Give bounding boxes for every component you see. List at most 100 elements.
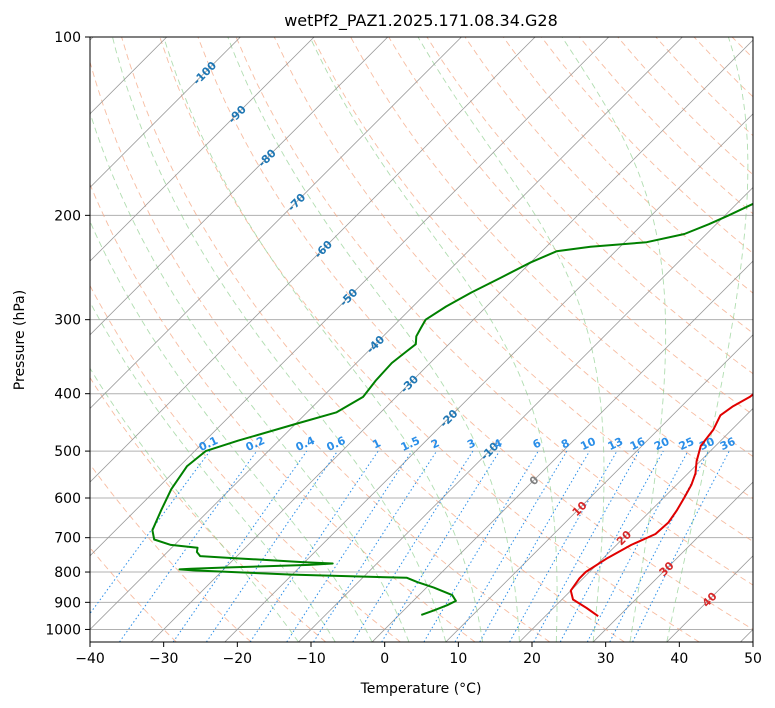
chart-title: wetPf2_PAZ1.2025.171.08.34.G28: [284, 11, 558, 31]
isotherm-line: [90, 37, 315, 262]
mixing-ratio-line: [313, 450, 438, 642]
x-tick-label: 0: [380, 651, 389, 667]
mixing-ratio-label: 30: [697, 435, 717, 453]
mixing-ratio-line: [119, 450, 258, 642]
moist-adiabat: [90, 301, 336, 642]
moist-adiabat: [561, 37, 667, 642]
mixing-ratio-label: 2: [429, 436, 441, 451]
dry-adiabat: [121, 37, 625, 642]
x-tick-label: −30: [149, 651, 179, 667]
mixing-ratio-label: 13: [606, 435, 625, 453]
dry-adiabat: [388, 37, 753, 416]
isotherm-line: [90, 37, 389, 336]
isotherm-line: [90, 37, 683, 631]
y-tick-label: 100: [54, 30, 81, 46]
isotherm-line: [740, 628, 753, 642]
y-tick-label: 200: [54, 208, 81, 224]
mixing-ratio-label: 20: [652, 435, 672, 453]
isotherm-line: [90, 37, 462, 410]
isotherm-line: [90, 37, 610, 557]
dry-adiabat: [350, 37, 753, 457]
dry-adiabat: [693, 37, 753, 98]
y-axis-title: Pressure (hPa): [12, 290, 28, 390]
moist-adiabat: [666, 37, 749, 642]
mixing-ratio-label: 36: [718, 435, 738, 453]
pressure-gridlines: [90, 37, 753, 630]
isotherm-line: [666, 555, 753, 642]
y-tick-label: 900: [54, 595, 81, 611]
mixing-ratio-line: [90, 450, 211, 615]
isotherm-label: -50: [337, 286, 360, 309]
moist-adiabat: [227, 37, 520, 642]
temperature-profile-line: [569, 393, 753, 618]
dry-adiabat: [197, 37, 753, 630]
mixing-ratio-line: [205, 450, 338, 642]
isotherm-line: [592, 481, 753, 642]
x-tick-label: −10: [296, 651, 326, 667]
dry-adiabat: [159, 37, 700, 642]
isotherm-label: -40: [364, 333, 387, 356]
sounding-series: [151, 202, 753, 618]
mixing-ratio-line: [352, 450, 474, 642]
dry-adiabat: [90, 183, 476, 642]
isotherm-line: [298, 186, 753, 642]
dry-adiabat: [770, 37, 775, 642]
isotherms: [90, 37, 753, 642]
isotherm-label: 40: [700, 590, 720, 610]
mixing-ratio-label: 16: [628, 435, 648, 453]
moist-adiabat: [163, 37, 484, 642]
x-tick-label: 40: [670, 651, 688, 667]
isotherm-label: -80: [256, 146, 279, 169]
dry-adiabat: [655, 37, 753, 137]
dry-adiabat: [235, 37, 753, 586]
y-tick-label: 700: [54, 531, 81, 547]
mixing-ratio-line: [286, 450, 413, 642]
moist-adiabat: [90, 111, 410, 642]
x-tick-label: 30: [597, 651, 615, 667]
mixing-ratio-line: [586, 450, 689, 642]
isotherm-label: -100: [190, 59, 219, 88]
y-tick-label: 300: [54, 313, 81, 329]
mixing-ratio-line: [423, 450, 539, 642]
isotherm-line: [150, 39, 753, 642]
dry-adiabat: [273, 37, 753, 542]
dry-adiabat: [90, 60, 551, 642]
isotherm-line: [371, 260, 753, 642]
mixing-ratio-label: 6: [531, 436, 544, 451]
moist-adiabats: [90, 37, 749, 642]
dewpoint-profile-line: [151, 202, 753, 616]
x-tick-label: 20: [523, 651, 541, 667]
mixing-ratio-line: [249, 450, 379, 642]
isotherm-label: -60: [312, 238, 335, 261]
isotherm-label: 30: [657, 559, 677, 579]
dry-adiabat: [541, 37, 753, 254]
dry-adiabat: [502, 37, 753, 294]
isotherm-label: -30: [398, 372, 421, 395]
x-tick-label: 10: [449, 651, 467, 667]
y-axis: 100 200 300 400 500 600 700 800 900 1000: [45, 30, 90, 638]
mixing-ratio-lines: [90, 450, 730, 642]
mixing-ratio-line: [509, 450, 618, 642]
mixing-ratio-label: 25: [677, 435, 696, 453]
isotherm-line: [90, 37, 536, 483]
x-axis-title: Temperature (°C): [360, 681, 482, 697]
moist-adiabat: [309, 37, 558, 642]
isotherm-line: [519, 407, 753, 642]
isotherm-line: [445, 334, 753, 642]
mixing-ratio-line: [381, 450, 500, 642]
moist-adiabat: [417, 37, 605, 642]
mixing-ratio-line: [559, 450, 664, 642]
x-tick-label: 50: [744, 651, 762, 667]
isotherm-label: -70: [285, 191, 308, 214]
isotherm-line: [224, 113, 753, 642]
mixing-ratio-line: [533, 450, 640, 642]
x-tick-label: −20: [223, 651, 253, 667]
y-tick-label: 1000: [45, 622, 81, 638]
dry-adiabat: [90, 376, 326, 642]
mixing-ratio-line: [172, 450, 308, 642]
isotherm-label: 10: [570, 499, 590, 519]
dry-adiabat: [90, 284, 401, 642]
y-tick-label: 400: [54, 387, 81, 403]
